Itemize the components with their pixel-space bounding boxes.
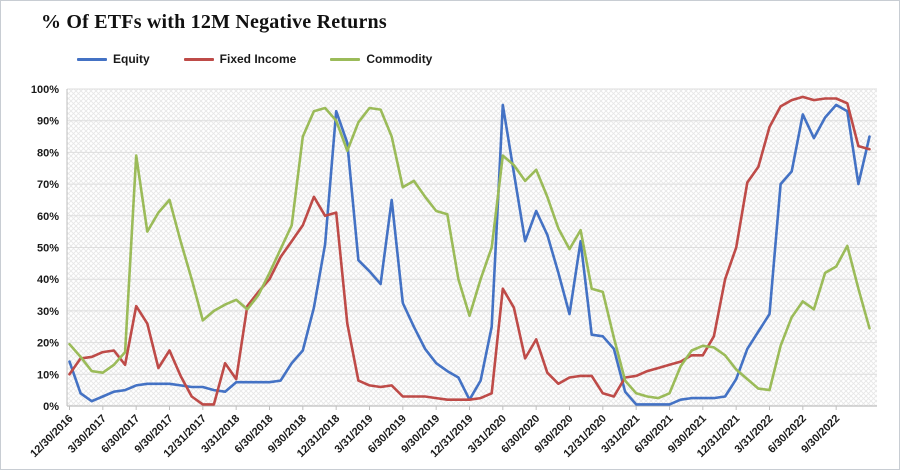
chart-title: % Of ETFs with 12M Negative Returns (41, 11, 387, 33)
legend: Equity Fixed Income Commodity (77, 52, 432, 66)
legend-item-fixed-income: Fixed Income (183, 52, 297, 66)
y-axis-label: 20% (37, 338, 59, 350)
series-line-fixed-income (68, 95, 871, 406)
legend-swatch-equity (77, 57, 107, 61)
legend-label-commodity: Commodity (366, 52, 433, 66)
y-axis-label: 70% (37, 179, 59, 191)
y-axis-label: 10% (37, 369, 59, 381)
y-axis-label: 100% (31, 84, 59, 96)
legend-swatch-commodity (330, 57, 361, 61)
legend-item-equity: Equity (77, 52, 150, 66)
x-axis-label: 12/30/2016 (28, 413, 75, 460)
y-axis-label: 80% (37, 147, 59, 159)
legend-swatch-fixed-income (183, 57, 214, 61)
y-axis-label: 90% (37, 116, 59, 128)
y-axis-label: 0% (43, 401, 59, 413)
legend-label-fixed-income: Fixed Income (219, 52, 297, 66)
legend-label-equity: Equity (113, 52, 150, 66)
legend-item-commodity: Commodity (330, 52, 432, 66)
series-line-commodity (68, 106, 871, 400)
y-axis-label: 50% (37, 243, 59, 255)
y-axis-label: 40% (37, 274, 59, 286)
y-axis-label: 60% (37, 211, 59, 223)
y-axis-label: 30% (37, 306, 59, 318)
